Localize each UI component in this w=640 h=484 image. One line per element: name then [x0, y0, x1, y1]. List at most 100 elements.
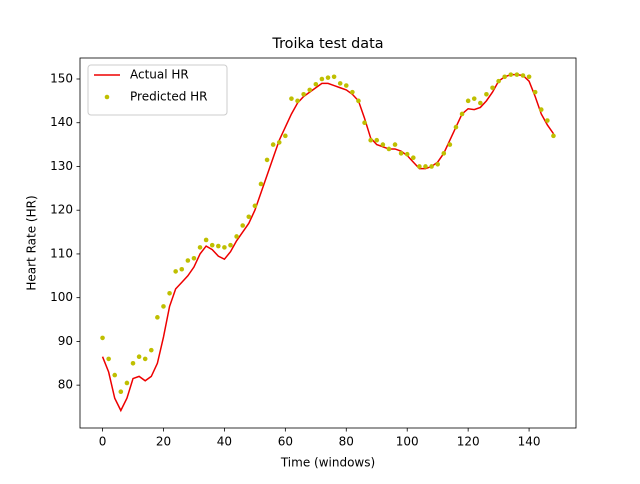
data-point — [252, 203, 258, 209]
chart-title: Troika test data — [271, 36, 383, 52]
data-point — [350, 89, 355, 95]
legend-label: Actual HR — [130, 68, 189, 82]
y-tick-label: 110 — [50, 246, 73, 260]
x-tick-label: 140 — [518, 435, 541, 449]
data-point — [112, 372, 118, 378]
data-point — [209, 242, 215, 248]
x-tick-label: 60 — [278, 435, 293, 449]
data-point — [228, 242, 233, 248]
data-point — [295, 98, 300, 104]
data-point — [185, 258, 191, 263]
data-point — [398, 151, 404, 156]
y-tick-label: 130 — [50, 159, 73, 173]
data-point — [319, 76, 325, 82]
data-point — [106, 356, 111, 362]
data-point — [118, 389, 124, 394]
data-point — [465, 98, 471, 104]
data-point — [484, 92, 489, 97]
legend-swatch — [104, 94, 110, 100]
data-point — [380, 142, 386, 147]
data-point — [362, 120, 367, 126]
data-point — [343, 83, 349, 88]
x-tick-label: 20 — [156, 435, 171, 449]
data-point — [276, 140, 282, 145]
x-axis-label: Time (windows) — [280, 456, 375, 470]
legend-label: Predicted HR — [130, 90, 208, 104]
data-point — [447, 142, 453, 147]
legend-box — [87, 64, 228, 116]
data-point — [301, 92, 306, 97]
data-point — [142, 356, 148, 362]
data-point — [283, 133, 288, 139]
data-point — [459, 111, 465, 117]
data-point — [337, 81, 343, 86]
data-point — [532, 89, 538, 95]
data-point — [136, 354, 142, 360]
data-point — [551, 133, 556, 139]
data-point — [191, 256, 197, 261]
y-tick-label: 140 — [50, 115, 73, 129]
data-point — [471, 96, 477, 101]
data-point — [502, 74, 508, 80]
data-point — [374, 137, 380, 143]
data-point — [325, 75, 331, 80]
data-point — [538, 107, 544, 112]
y-tick-label: 100 — [50, 290, 73, 304]
data-point — [490, 85, 495, 91]
data-point — [520, 73, 526, 78]
data-point — [545, 118, 550, 123]
data-point — [100, 335, 105, 341]
data-point — [331, 74, 337, 80]
data-point — [496, 78, 501, 84]
data-point — [246, 214, 252, 220]
data-point — [216, 243, 221, 249]
data-point — [167, 290, 172, 296]
data-point — [240, 223, 245, 228]
data-point — [130, 360, 136, 366]
data-point — [173, 269, 178, 274]
data-point — [417, 164, 422, 169]
data-point — [270, 142, 276, 147]
data-point — [234, 234, 239, 239]
data-point — [222, 245, 227, 250]
data-point — [179, 266, 185, 272]
data-point — [514, 72, 520, 77]
y-tick-label: 80 — [58, 378, 73, 392]
data-point — [161, 304, 166, 309]
data-point — [404, 151, 410, 157]
data-point — [356, 98, 361, 104]
data-point — [264, 157, 270, 163]
plot-area — [100, 72, 556, 413]
y-tick-label: 150 — [50, 71, 73, 85]
data-point — [508, 72, 514, 77]
data-point — [435, 161, 440, 167]
data-point — [411, 155, 416, 161]
data-point — [155, 315, 160, 320]
data-point — [429, 164, 434, 169]
axes-frame — [79, 57, 577, 429]
data-point — [478, 100, 483, 106]
data-point — [386, 146, 392, 152]
data-point — [453, 124, 459, 130]
data-point — [148, 347, 154, 353]
data-point — [124, 380, 130, 386]
y-tick-label: 90 — [58, 334, 73, 348]
data-point — [197, 245, 203, 250]
y-tick-label: 120 — [50, 203, 73, 217]
x-tick-label: 0 — [99, 435, 107, 449]
data-point — [307, 87, 313, 93]
data-point — [423, 164, 428, 169]
data-point — [368, 137, 373, 143]
x-tick-label: 80 — [339, 435, 354, 449]
data-point — [526, 74, 532, 80]
x-tick-label: 120 — [457, 435, 480, 449]
x-tick-label: 100 — [396, 435, 419, 449]
data-point — [203, 237, 209, 243]
data-point — [289, 96, 294, 101]
y-axis-label: Heart Rate (HR) — [25, 195, 39, 290]
data-point — [392, 142, 398, 147]
data-point — [258, 181, 264, 187]
x-tick-label: 40 — [217, 435, 232, 449]
